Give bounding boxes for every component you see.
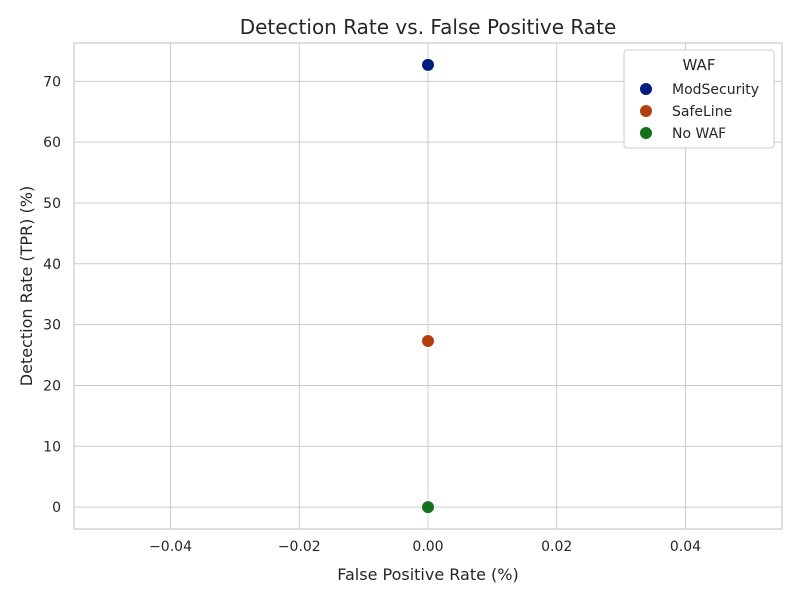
- y-tick-label: 10: [43, 439, 61, 455]
- y-tick-label: 0: [52, 500, 61, 516]
- legend-marker: [639, 126, 653, 140]
- legend-entry-label: No WAF: [672, 126, 726, 142]
- x-tick-label: −0.02: [278, 539, 321, 555]
- y-tick-label: 30: [43, 318, 61, 334]
- legend-box: [623, 49, 775, 149]
- legend-items: ModSecurity SafeLine No WAF: [639, 82, 759, 142]
- y-tick-label: 60: [43, 135, 61, 151]
- x-tick-label: 0.04: [670, 539, 701, 555]
- legend-marker: [639, 82, 653, 96]
- data-point: [421, 57, 435, 72]
- y-tick-label: 70: [43, 74, 61, 90]
- plot-border: [73, 42, 783, 530]
- y-tick-label: 50: [43, 196, 61, 212]
- legend-entry-label: ModSecurity: [672, 82, 759, 98]
- x-axis-label: False Positive Rate (%): [337, 565, 518, 584]
- x-tick-label: 0.02: [541, 539, 572, 555]
- legend: WAF ModSecurity SafeLine No WAF: [623, 49, 775, 149]
- x-axis-ticks: −0.04 −0.02 0.00 0.02 0.04: [149, 539, 701, 555]
- data-points: [421, 57, 435, 515]
- plot-frame: [73, 42, 783, 530]
- legend-marker: [639, 104, 653, 118]
- y-axis-ticks: 0 10 20 30 40 50 60 70: [43, 74, 61, 516]
- y-axis-label: Detection Rate (TPR) (%): [17, 186, 36, 386]
- data-point: [421, 334, 435, 349]
- y-tick-label: 40: [43, 257, 61, 273]
- data-point: [421, 500, 435, 515]
- legend-entry-label: SafeLine: [672, 104, 732, 120]
- chart-title: Detection Rate vs. False Positive Rate: [240, 15, 617, 39]
- legend-title: WAF: [683, 56, 716, 74]
- y-tick-label: 20: [43, 378, 61, 394]
- x-tick-label: −0.04: [149, 539, 192, 555]
- x-tick-label: 0.00: [412, 539, 443, 555]
